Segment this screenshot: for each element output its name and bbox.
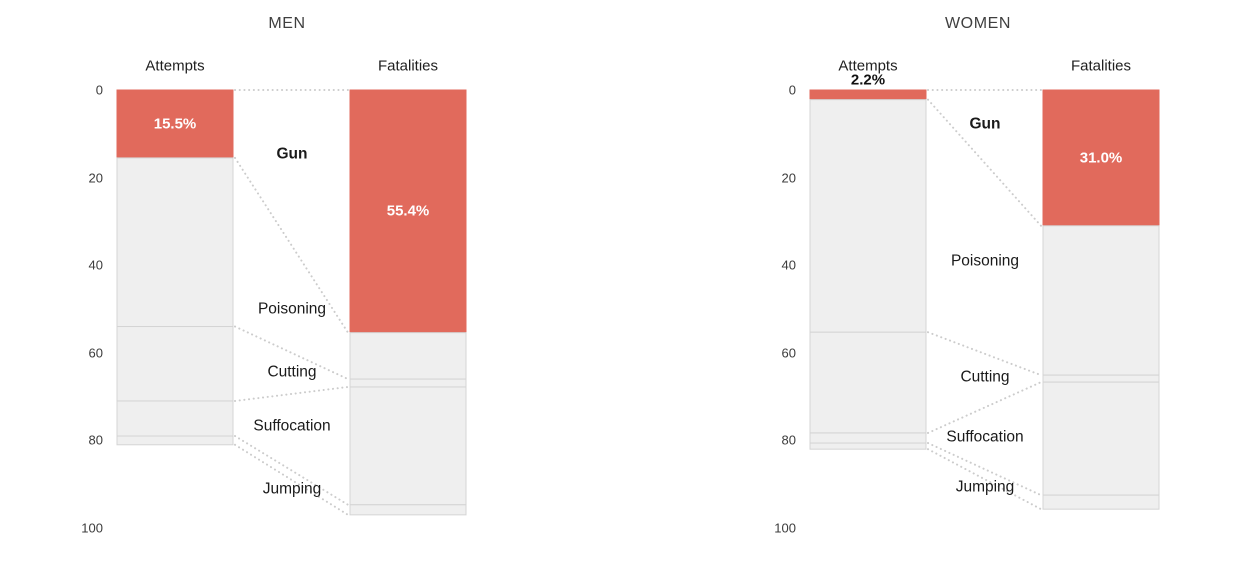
men-attempts-segment-gun (116, 89, 234, 159)
women-fatalities-pct-label: 31.0% (1079, 149, 1123, 167)
women-attempts-segment-jumping (809, 442, 927, 450)
men-connector-cutting-bottom (234, 385, 349, 402)
women-y-tick-20: 20 (781, 170, 796, 186)
men-attempts-column-header: Attempts (145, 57, 205, 75)
men-attempts-segment-cutting (116, 326, 234, 402)
women-attempts-column-header: Attempts (838, 57, 898, 75)
men-y-tick-60: 60 (88, 345, 103, 361)
panel-title-women: WOMEN (944, 15, 1012, 32)
men-y-tick-80: 80 (88, 432, 103, 448)
women-y-tick-0: 0 (788, 82, 796, 98)
women-y-tick-40: 40 (781, 257, 796, 273)
women-category-label-suffocation: Suffocation (946, 428, 1024, 446)
women-fatalities-segment-gun (1042, 89, 1160, 227)
men-category-label-suffocation: Suffocation (253, 417, 331, 435)
women-connector-poisoning-bottom (927, 331, 1042, 377)
men-category-label-cutting: Cutting (267, 363, 317, 381)
men-category-label-jumping: Jumping (262, 480, 322, 498)
men-y-tick-20: 20 (88, 170, 103, 186)
men-connector-suffocation-bottom (234, 435, 349, 506)
women-attempts-segment-poisoning (809, 99, 927, 333)
men-fatalities-segment-suffocation (349, 386, 467, 506)
women-y-tick-60: 60 (781, 345, 796, 361)
women-connector-cutting-bottom (927, 381, 1042, 434)
women-fatalities-segment-jumping (1042, 494, 1160, 510)
panel-title-men: MEN (268, 15, 306, 32)
women-attempts-segment-suffocation (809, 432, 927, 444)
women-category-label-cutting: Cutting (960, 368, 1010, 386)
men-category-label-gun: Gun (276, 145, 308, 163)
men-attempts-segment-poisoning (116, 157, 234, 328)
men-y-tick-100: 100 (81, 520, 103, 536)
women-attempts-segment-gun (809, 89, 927, 101)
women-fatalities-column-header: Fatalities (1070, 57, 1132, 75)
men-connector-gun-bottom (234, 156, 349, 334)
women-fatalities-segment-suffocation (1042, 381, 1160, 496)
women-fatalities-segment-poisoning (1042, 225, 1160, 376)
women-connector-gun-bottom (927, 98, 1042, 227)
women-fatalities-segment-cutting (1042, 374, 1160, 383)
men-category-label-poisoning: Poisoning (257, 300, 327, 318)
men-attempts-segment-jumping (116, 435, 234, 446)
women-connector-suffocation-bottom (927, 442, 1042, 497)
men-connector-poisoning-bottom (234, 325, 349, 381)
men-fatalities-pct-label: 55.4% (386, 202, 430, 220)
women-y-tick-100: 100 (774, 520, 796, 536)
men-attempts-pct-label: 15.5% (153, 115, 197, 133)
men-fatalities-segment-jumping (349, 504, 467, 516)
women-category-label-jumping: Jumping (955, 478, 1015, 496)
men-connector-jumping-bottom (234, 443, 349, 516)
women-category-label-gun: Gun (969, 115, 1001, 133)
men-fatalities-segment-cutting (349, 378, 467, 388)
men-y-tick-0: 0 (95, 82, 103, 98)
men-attempts-segment-suffocation (116, 400, 234, 437)
women-attempts-pct-label: 2.2% (850, 71, 886, 89)
men-y-tick-40: 40 (88, 257, 103, 273)
women-attempts-segment-cutting (809, 331, 927, 434)
women-category-label-poisoning: Poisoning (950, 252, 1020, 270)
men-fatalities-segment-poisoning (349, 332, 467, 380)
men-fatalities-column-header: Fatalities (377, 57, 439, 75)
women-y-tick-80: 80 (781, 432, 796, 448)
